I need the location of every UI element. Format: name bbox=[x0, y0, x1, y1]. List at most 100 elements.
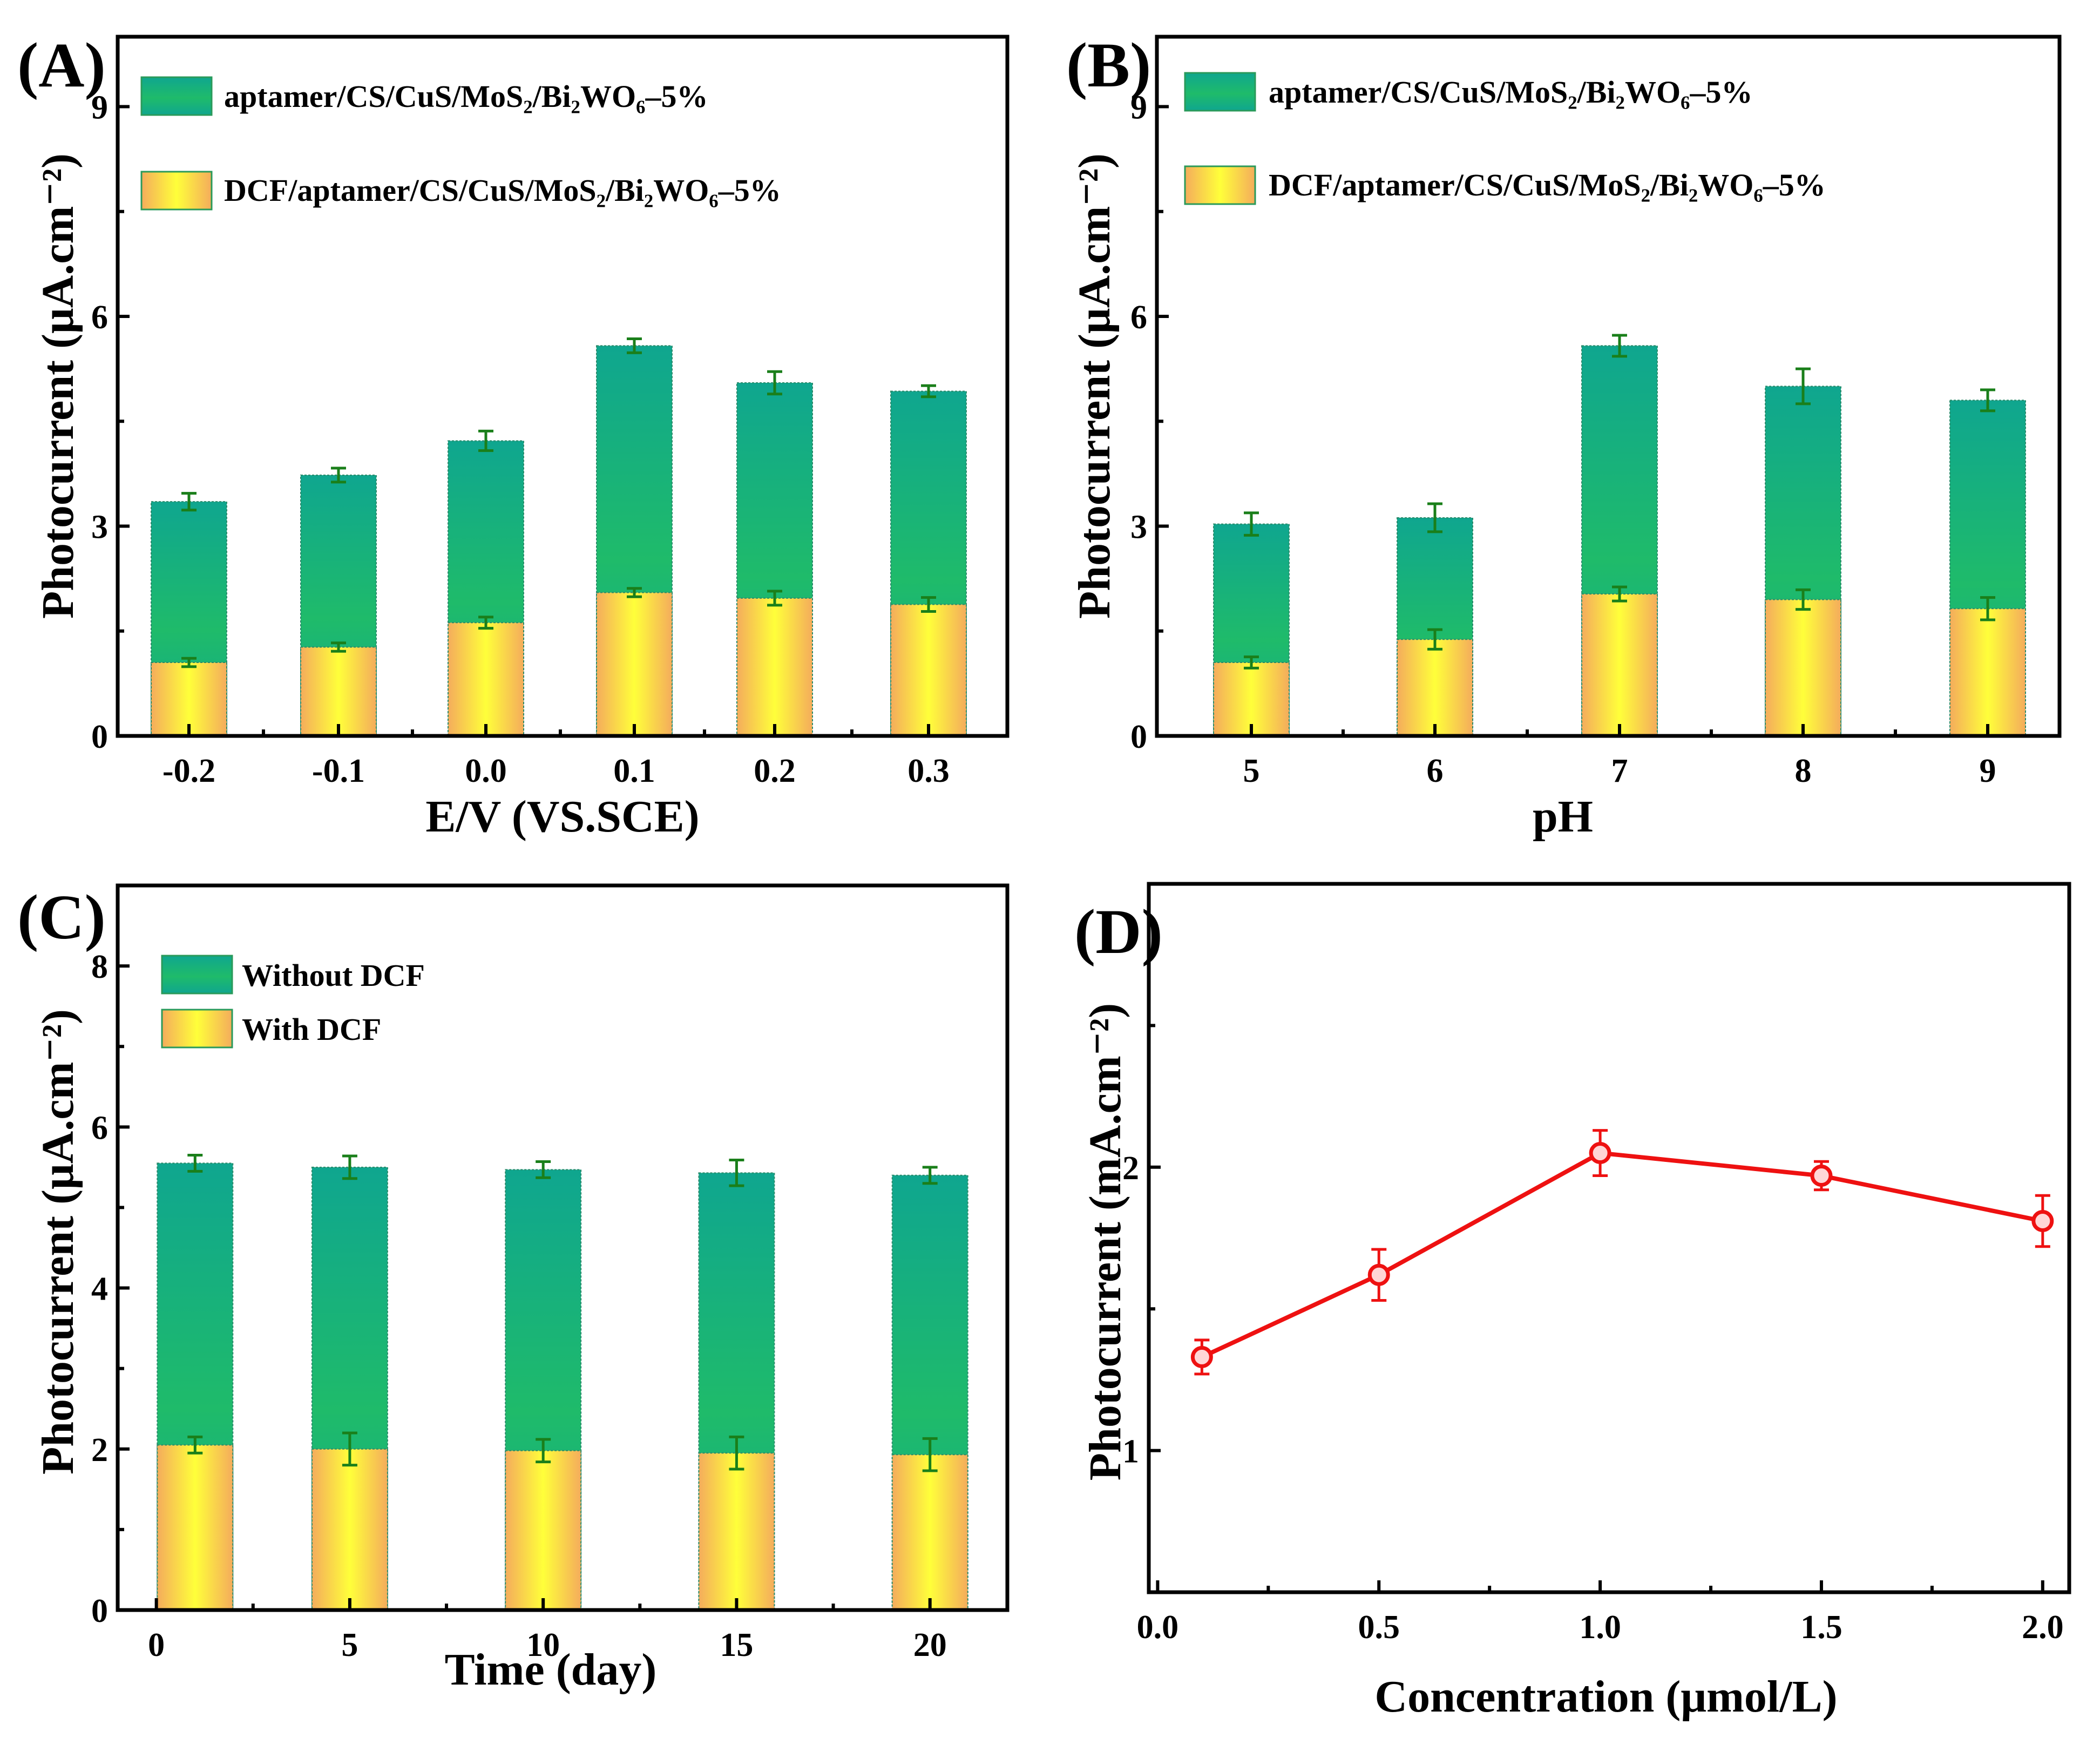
panel-a-bars bbox=[151, 337, 967, 737]
data-point bbox=[1589, 1142, 1611, 1165]
data-point bbox=[1190, 1345, 1213, 1368]
panel-d-ticks: 0.0 0.5 1.0 1.5 2.0 1 2 bbox=[1122, 1024, 2064, 1646]
panel-b-legend: aptamer/CS/CuS/MoS₂/Bi₂WO₆–5% DCF/aptame… bbox=[1184, 72, 1826, 205]
panel-a-ylabel: Photocurrent (μA.cm⁻²) bbox=[33, 153, 83, 619]
y-tick-label: 1 bbox=[1122, 1433, 1139, 1470]
legend-swatch-with bbox=[140, 171, 213, 211]
panel-b-frame bbox=[1155, 35, 2062, 738]
x-tick-label: 7 bbox=[1611, 753, 1628, 789]
data-point bbox=[1367, 1263, 1390, 1286]
panel-d-frame bbox=[1147, 882, 2071, 1594]
panel-a-xlabel: E/V (VS.SCE) bbox=[425, 792, 699, 842]
legend-label: Without DCF bbox=[242, 958, 425, 993]
bar-with-dcf bbox=[151, 662, 227, 737]
legend-swatch-with bbox=[161, 1009, 233, 1049]
bar-with-dcf bbox=[311, 1448, 388, 1611]
panel-d-line bbox=[1190, 1129, 2054, 1376]
y-tick-label: 8 bbox=[91, 949, 108, 985]
x-tick-label: 1.0 bbox=[1579, 1609, 1621, 1646]
bar-with-dcf bbox=[300, 646, 377, 737]
y-tick-label: 0 bbox=[91, 719, 108, 755]
x-tick-label: 15 bbox=[720, 1627, 753, 1663]
x-tick-label: 6 bbox=[1427, 753, 1444, 789]
panel-c-legend: Without DCF With DCF bbox=[161, 955, 425, 1049]
bar-with-dcf bbox=[890, 604, 967, 737]
x-tick-label: 0.0 bbox=[465, 753, 507, 789]
bar-with-dcf bbox=[891, 1454, 968, 1611]
legend-label: DCF/aptamer/CS/CuS/MoS₂/Bi₂WO₆–5% bbox=[1269, 167, 1826, 202]
x-tick-label: 0.0 bbox=[1137, 1609, 1179, 1646]
bar-with-dcf bbox=[1949, 608, 2026, 737]
x-tick-label: -0.2 bbox=[162, 753, 215, 789]
panel-b-bars bbox=[1213, 334, 2026, 737]
y-tick-label: 2 bbox=[91, 1432, 108, 1469]
legend-swatch-without bbox=[161, 955, 233, 995]
y-tick-label: 6 bbox=[1130, 299, 1147, 336]
bar-with-dcf bbox=[1581, 593, 1658, 736]
y-tick-label: 9 bbox=[1130, 90, 1147, 126]
panel-a-frame bbox=[116, 35, 1010, 738]
y-tick-label: 0 bbox=[91, 1593, 108, 1629]
x-tick-label: 5 bbox=[341, 1627, 358, 1663]
x-tick-label: 0.3 bbox=[907, 753, 950, 789]
panel-b-xlabel: pH bbox=[1533, 792, 1593, 842]
y-tick-label: 6 bbox=[91, 299, 108, 336]
legend-swatch-with bbox=[1184, 165, 1256, 205]
panel-b-label: (B) bbox=[1066, 30, 1151, 100]
x-tick-label: 8 bbox=[1795, 753, 1812, 789]
bar-with-dcf bbox=[596, 592, 673, 737]
x-tick-label: 5 bbox=[1243, 753, 1260, 789]
data-point bbox=[2031, 1210, 2054, 1233]
panel-a-ticks: 0 3 6 9 -0.2 -0.1 0.0 0.1 0.2 0.3 bbox=[91, 90, 950, 790]
panel-c-xlabel: Time (day) bbox=[445, 1645, 657, 1695]
y-tick-label: 3 bbox=[91, 509, 108, 546]
panel-d: 0.0 0.5 1.0 1.5 2.0 1 2 (D) Concentration (μmo… bbox=[1074, 882, 2071, 1722]
x-tick-label: 20 bbox=[913, 1627, 947, 1663]
x-tick-label: 0.5 bbox=[1358, 1609, 1400, 1646]
panel-a-label: (A) bbox=[17, 30, 106, 100]
panel-b-ticks: 0 3 6 9 5 6 7 8 9 bbox=[1130, 90, 1996, 790]
series-line bbox=[1201, 1151, 2043, 1360]
bar-with-dcf bbox=[1765, 599, 1841, 736]
x-tick-label: 0 bbox=[148, 1627, 165, 1663]
bar-with-dcf bbox=[736, 597, 813, 737]
legend-swatch-without bbox=[140, 76, 213, 116]
bar-with-dcf bbox=[448, 622, 524, 736]
panel-c-label: (C) bbox=[17, 882, 106, 952]
panel-c: 0 2 4 6 8 0 5 10 15 20 (C) Time (day) Photocurren… bbox=[17, 882, 1010, 1695]
panel-c-frame bbox=[116, 883, 1010, 1612]
x-tick-label: 2.0 bbox=[2022, 1609, 2064, 1646]
legend-label: aptamer/CS/CuS/MoS₂/Bi₂WO₆–5% bbox=[1269, 75, 1752, 110]
legend-swatch-without bbox=[1184, 72, 1256, 112]
x-tick-label: 0.2 bbox=[754, 753, 796, 789]
x-tick-label: 9 bbox=[1980, 753, 1996, 789]
panel-d-xlabel: Concentration (μmol/L) bbox=[1374, 1672, 1837, 1722]
y-tick-label: 0 bbox=[1130, 719, 1147, 755]
legend-label: With DCF bbox=[242, 1012, 381, 1047]
y-tick-label: 9 bbox=[91, 90, 108, 126]
x-tick-label: -0.1 bbox=[312, 753, 365, 789]
panel-a: 0 3 6 9 -0.2 -0.1 0.0 0.1 0.2 0.3 (A) E/V (VS.SCE… bbox=[17, 30, 1010, 842]
panel-c-ticks: 0 2 4 6 8 0 5 10 15 20 bbox=[91, 949, 947, 1663]
panel-d-ylabel: Photocurrent (mA.cm⁻²) bbox=[1080, 1003, 1130, 1480]
y-tick-label: 2 bbox=[1122, 1150, 1139, 1187]
bar-with-dcf bbox=[505, 1450, 582, 1611]
bar-with-dcf bbox=[1397, 639, 1473, 737]
panel-d-label: (D) bbox=[1074, 896, 1163, 967]
x-tick-label: 1.5 bbox=[1800, 1609, 1842, 1646]
panel-c-ylabel: Photocurrent (μA.cm⁻²) bbox=[33, 1009, 83, 1475]
x-tick-label: 0.1 bbox=[613, 753, 655, 789]
legend-label: aptamer/CS/CuS/MoS₂/Bi₂WO₆–5% bbox=[224, 79, 708, 114]
data-point bbox=[1810, 1165, 1833, 1187]
panel-a-legend: aptamer/CS/CuS/MoS₂/Bi₂WO₆–5% DCF/aptame… bbox=[140, 76, 781, 211]
bar-with-dcf bbox=[157, 1444, 234, 1611]
bar-with-dcf bbox=[698, 1452, 775, 1611]
panel-c-bars bbox=[157, 1154, 968, 1611]
legend-label: DCF/aptamer/CS/CuS/MoS₂/Bi₂WO₆–5% bbox=[224, 173, 781, 208]
panel-b-ylabel: Photocurrent (μA.cm⁻²) bbox=[1069, 153, 1120, 619]
x-tick-label: 10 bbox=[526, 1627, 560, 1663]
y-tick-label: 6 bbox=[91, 1110, 108, 1146]
y-tick-label: 4 bbox=[91, 1271, 108, 1308]
